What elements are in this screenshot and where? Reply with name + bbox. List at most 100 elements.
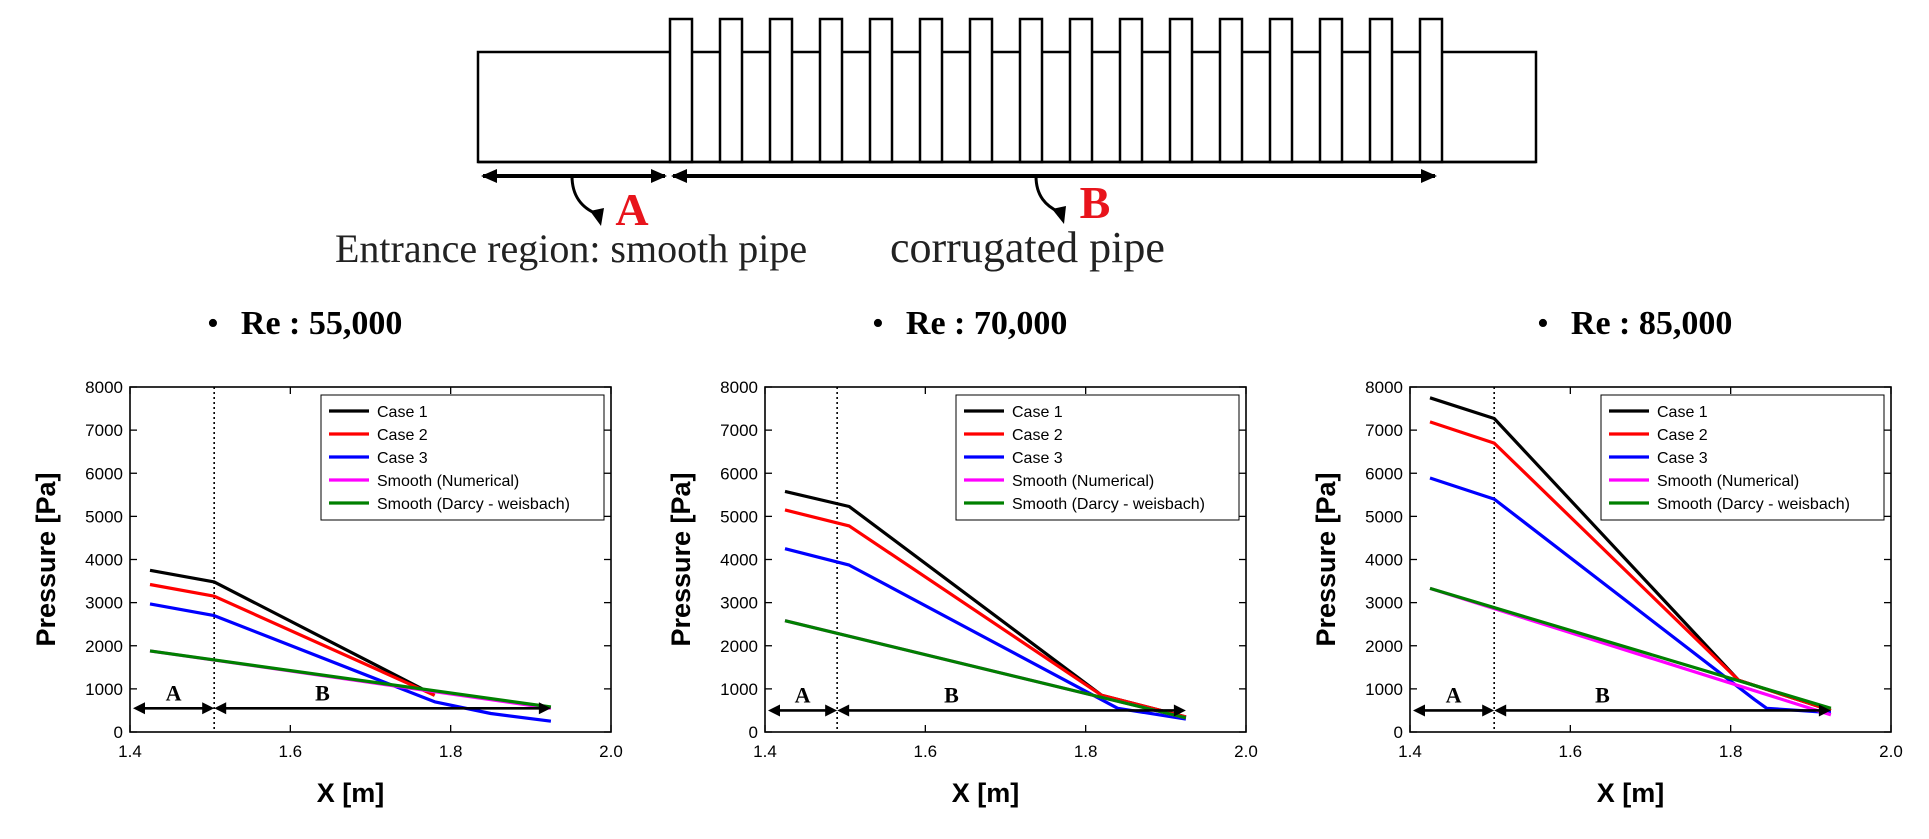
y-tick-label: 8000 bbox=[85, 378, 123, 397]
y-tick-label: 6000 bbox=[85, 464, 123, 483]
pipe-corrugation-rib bbox=[1068, 17, 1094, 164]
y-tick-label: 1000 bbox=[720, 680, 758, 699]
pipe-corrugation-rib bbox=[768, 17, 794, 164]
plot-frame bbox=[129, 386, 612, 733]
legend-entry-label: Case 3 bbox=[1657, 450, 1708, 467]
x-axis-title: X [m] bbox=[952, 778, 1020, 808]
legend: Case 1 Case 2 Case 3 Smooth (Numerical) Smoo… bbox=[955, 394, 1240, 521]
region-b-dimension-arrow bbox=[671, 169, 1437, 183]
corrugated-pipe-diagram: A B Entrance region: smooth pipe corruga… bbox=[335, 17, 1538, 272]
pipe-geometry bbox=[476, 17, 1538, 164]
caption-corrugated-pipe: corrugated pipe bbox=[890, 223, 1165, 272]
y-tick-label: 5000 bbox=[1365, 507, 1403, 526]
y-tick-label: 0 bbox=[114, 723, 123, 742]
pipe-corrugation-rib bbox=[1368, 17, 1394, 164]
series-line-smooth-darcy-weisbach- bbox=[784, 619, 1187, 720]
series-line-smooth-darcy-weisbach- bbox=[149, 649, 552, 709]
legend-entry-label: Smooth (Darcy - weisbach) bbox=[377, 496, 570, 513]
region-a-label: A bbox=[1446, 682, 1462, 707]
bullet: • bbox=[1537, 305, 1549, 342]
y-tick-label: 4000 bbox=[720, 551, 758, 570]
series-line-case-2 bbox=[784, 508, 1187, 719]
chart-re-70000: 0 1000 2000 3000 4000 5000 6000 7000 8000 1.4 1.6 1… bbox=[650, 370, 1270, 830]
plot-frame bbox=[764, 386, 1247, 733]
chart-title-re-70000: • Re : 70,000 bbox=[872, 305, 1068, 342]
x-tick-label: 1.6 bbox=[279, 742, 303, 761]
region-b-arrow-head-left bbox=[214, 702, 227, 715]
legend-entry-label: Case 2 bbox=[1012, 427, 1063, 444]
chart-title-re-55000: • Re : 55,000 bbox=[207, 305, 403, 342]
region-b-label: B bbox=[944, 682, 959, 707]
chart-re-55000: 0 1000 2000 3000 4000 5000 6000 7000 8000 1.4 1.6 1… bbox=[15, 370, 635, 830]
x-tick-label: 1.6 bbox=[1559, 742, 1583, 761]
leader-arrow-b bbox=[1034, 175, 1066, 224]
x-tick-label: 2.0 bbox=[1879, 742, 1903, 761]
y-tick-label: 6000 bbox=[720, 464, 758, 483]
series-line-case-1 bbox=[149, 568, 436, 697]
y-tick-label: 8000 bbox=[720, 378, 758, 397]
pressure-chart-svg: 0 1000 2000 3000 4000 5000 6000 7000 8000 1.4 1.6 1… bbox=[666, 378, 1258, 808]
legend-entry-label: Case 2 bbox=[1657, 427, 1708, 444]
legend-entry-label: Smooth (Numerical) bbox=[1012, 473, 1154, 490]
y-tick-label: 4000 bbox=[1365, 551, 1403, 570]
y-tick-label: 3000 bbox=[720, 594, 758, 613]
chart-title-re-85000: • Re : 85,000 bbox=[1537, 305, 1733, 342]
x-tick-label: 1.8 bbox=[1074, 742, 1098, 761]
y-tick-label: 7000 bbox=[1365, 421, 1403, 440]
pipe-body bbox=[476, 50, 1538, 164]
y-tick-label: 0 bbox=[749, 723, 758, 742]
pipe-corrugation-rib bbox=[1168, 17, 1194, 164]
series-line-smooth-darcy-weisbach- bbox=[1429, 586, 1832, 710]
y-tick-label: 1000 bbox=[85, 680, 123, 699]
legend-entry-label: Case 3 bbox=[1012, 450, 1063, 467]
x-tick-label: 1.6 bbox=[914, 742, 938, 761]
pipe-corrugation-rib bbox=[968, 17, 994, 164]
region-b-arrow-head-right bbox=[1173, 704, 1186, 717]
y-axis-title: Pressure [Pa] bbox=[1311, 472, 1341, 646]
chart-re-85000: 0 1000 2000 3000 4000 5000 6000 7000 8000 1.4 1.6 1… bbox=[1295, 370, 1915, 830]
y-tick-label: 7000 bbox=[85, 421, 123, 440]
pipe-corrugation-rib bbox=[868, 17, 894, 164]
pipe-corrugation-rib bbox=[1118, 17, 1144, 164]
pipe-corrugation-rib bbox=[1318, 17, 1344, 164]
pipe-corrugation-rib bbox=[1018, 17, 1044, 164]
leader-arrow-a bbox=[570, 175, 604, 226]
region-b-arrow-head-right bbox=[538, 702, 551, 715]
legend: Case 1 Case 2 Case 3 Smooth (Numerical) Smoo… bbox=[1600, 394, 1885, 521]
region-b-arrow-head-left bbox=[1494, 704, 1507, 717]
x-tick-label: 2.0 bbox=[1234, 742, 1258, 761]
legend-entry-label: Case 1 bbox=[1657, 404, 1708, 421]
legend-entry-label: Smooth (Darcy - weisbach) bbox=[1657, 496, 1850, 513]
y-tick-label: 7000 bbox=[720, 421, 758, 440]
x-axis-title: X [m] bbox=[1597, 778, 1665, 808]
y-tick-label: 6000 bbox=[1365, 464, 1403, 483]
legend-entry-label: Case 3 bbox=[377, 450, 428, 467]
y-tick-label: 1000 bbox=[1365, 680, 1403, 699]
region-a-label: A bbox=[615, 184, 648, 235]
y-tick-label: 5000 bbox=[720, 507, 758, 526]
x-tick-label: 1.8 bbox=[439, 742, 463, 761]
pipe-corrugation-rib bbox=[718, 17, 744, 164]
bullet: • bbox=[207, 305, 219, 342]
y-axis-title: Pressure [Pa] bbox=[31, 472, 61, 646]
series-line-case-3 bbox=[784, 547, 1187, 721]
x-tick-label: 1.4 bbox=[1398, 742, 1422, 761]
x-tick-label: 1.4 bbox=[118, 742, 142, 761]
legend-entry-label: Case 1 bbox=[1012, 404, 1063, 421]
y-tick-label: 0 bbox=[1394, 723, 1403, 742]
x-tick-label: 2.0 bbox=[599, 742, 623, 761]
y-tick-label: 5000 bbox=[85, 507, 123, 526]
pipe-corrugation-rib bbox=[818, 17, 844, 164]
pipe-corrugation-rib bbox=[1418, 17, 1444, 164]
region-a-arrow-head-right bbox=[825, 704, 838, 717]
pressure-chart-svg: 0 1000 2000 3000 4000 5000 6000 7000 8000 1.4 1.6 1… bbox=[31, 378, 623, 808]
series-line-case-3 bbox=[149, 602, 552, 723]
legend: Case 1 Case 2 Case 3 Smooth (Numerical) Smoo… bbox=[320, 394, 605, 521]
pressure-chart-svg: 0 1000 2000 3000 4000 5000 6000 7000 8000 1.4 1.6 1… bbox=[1311, 378, 1903, 808]
y-tick-label: 8000 bbox=[1365, 378, 1403, 397]
region-a-arrow-head-left bbox=[768, 704, 780, 717]
region-a-label: A bbox=[166, 680, 182, 705]
bullet: • bbox=[872, 305, 884, 342]
legend-entry-label: Smooth (Numerical) bbox=[1657, 473, 1799, 490]
y-tick-label: 4000 bbox=[85, 551, 123, 570]
